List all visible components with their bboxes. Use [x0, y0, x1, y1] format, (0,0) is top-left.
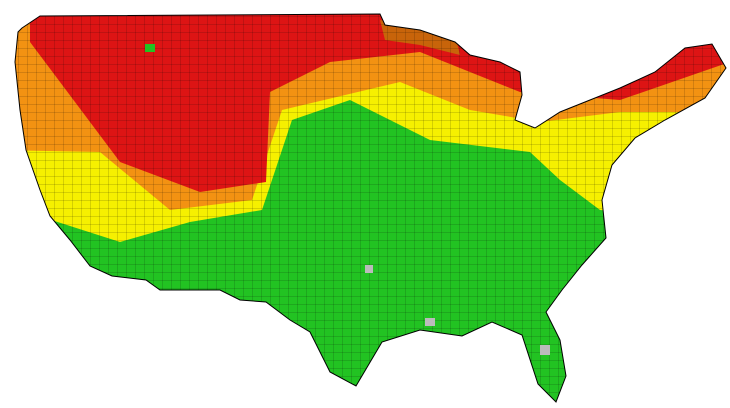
no-data-area: [365, 265, 373, 273]
no-data-area: [425, 318, 435, 326]
no-data-area: [540, 345, 550, 355]
green-area: [145, 44, 155, 52]
outline: [14, 13, 727, 403]
